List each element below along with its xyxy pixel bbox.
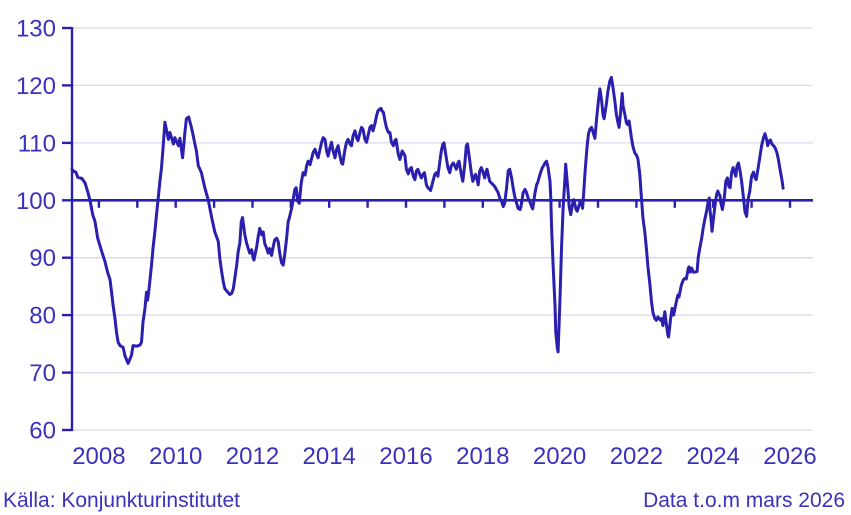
x-tick-label: 2026 bbox=[763, 443, 816, 470]
y-tick-label: 60 bbox=[29, 418, 56, 445]
x-tick-label: 2020 bbox=[533, 443, 586, 470]
source-caption: Källa: Konjunkturinstitutet bbox=[3, 489, 240, 512]
y-tick-label: 80 bbox=[29, 303, 56, 330]
x-tick-label: 2012 bbox=[226, 443, 279, 470]
x-tick-label: 2018 bbox=[456, 443, 509, 470]
series-line bbox=[70, 75, 785, 365]
y-tick-label: 110 bbox=[18, 130, 56, 157]
y-tick-label: 100 bbox=[16, 188, 56, 215]
y-tick-label: 120 bbox=[16, 73, 56, 100]
x-tick-label: 2022 bbox=[610, 443, 663, 470]
x-tick-label: 2024 bbox=[687, 443, 740, 470]
x-tick-label: 2014 bbox=[303, 443, 356, 470]
data-coverage-caption: Data t.o.m mars 2026 bbox=[643, 489, 845, 512]
y-tick-label: 130 bbox=[16, 16, 56, 43]
x-tick-label: 2010 bbox=[149, 443, 202, 470]
y-tick-label: 70 bbox=[29, 360, 56, 387]
y-tick-label: 90 bbox=[29, 245, 56, 272]
x-tick-label: 2008 bbox=[72, 443, 125, 470]
x-tick-label: 2016 bbox=[379, 443, 432, 470]
